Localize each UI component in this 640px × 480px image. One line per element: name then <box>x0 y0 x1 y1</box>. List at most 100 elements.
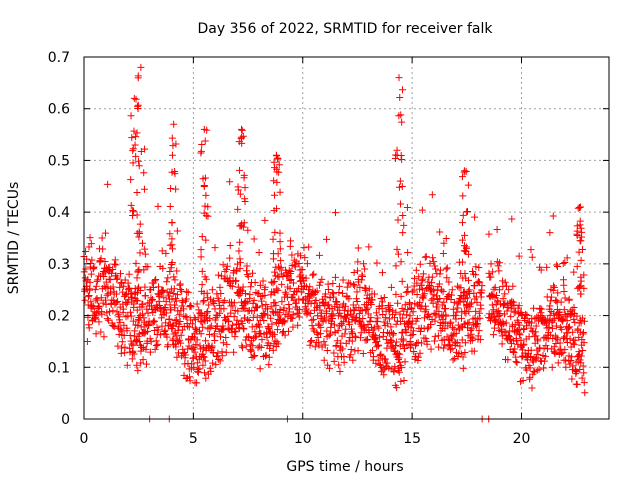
data-point <box>235 247 243 255</box>
data-point <box>576 217 584 225</box>
data-point <box>454 282 462 290</box>
data-point <box>276 188 284 196</box>
data-point <box>200 369 208 377</box>
data-point <box>165 316 173 324</box>
data-point <box>172 140 180 148</box>
data-point <box>459 258 467 266</box>
data-point <box>242 267 250 275</box>
data-point <box>160 294 168 302</box>
data-point <box>262 300 270 308</box>
data-point <box>198 281 206 289</box>
data-point <box>258 336 266 344</box>
data-point <box>138 239 146 247</box>
x-tick-label: 10 <box>294 431 312 447</box>
data-point <box>274 286 282 294</box>
data-point <box>409 327 417 335</box>
data-point <box>144 309 152 317</box>
data-point <box>199 361 207 369</box>
y-tick-label: 0.1 <box>48 360 70 376</box>
data-point <box>102 278 110 286</box>
data-point <box>516 321 524 329</box>
data-point <box>223 265 231 273</box>
data-point <box>428 315 436 323</box>
data-point <box>459 364 467 372</box>
data-point <box>571 336 579 344</box>
data-point <box>329 310 337 318</box>
data-point <box>228 298 236 306</box>
data-point <box>111 256 119 264</box>
data-point <box>217 289 225 297</box>
data-point <box>580 339 588 347</box>
data-point <box>270 158 278 166</box>
data-point <box>440 298 448 306</box>
data-point <box>267 291 275 299</box>
data-point <box>172 185 180 193</box>
data-point <box>271 191 279 199</box>
data-point <box>560 281 568 289</box>
data-point <box>443 274 451 282</box>
data-point <box>97 255 105 263</box>
data-point <box>340 358 348 366</box>
data-point <box>251 328 259 336</box>
data-point <box>326 330 334 338</box>
data-point <box>214 271 222 279</box>
data-point <box>116 270 124 278</box>
data-point <box>241 298 249 306</box>
data-point <box>416 349 424 357</box>
data-point <box>310 270 318 278</box>
data-point <box>176 318 184 326</box>
data-point <box>270 207 278 215</box>
data-point <box>413 315 421 323</box>
data-point <box>574 284 582 292</box>
data-point <box>550 309 558 317</box>
data-point <box>521 310 529 318</box>
data-point <box>305 243 313 251</box>
data-point <box>220 314 228 322</box>
data-point <box>234 183 242 191</box>
data-point <box>495 286 503 294</box>
data-point <box>449 356 457 364</box>
data-point <box>475 327 483 335</box>
data-point <box>199 345 207 353</box>
data-point <box>523 311 531 319</box>
data-point <box>229 321 237 329</box>
data-point <box>201 357 209 365</box>
data-point <box>374 341 382 349</box>
data-point <box>429 254 437 262</box>
data-point <box>372 309 380 317</box>
data-point <box>114 342 122 350</box>
data-point <box>549 316 557 324</box>
data-point <box>326 294 334 302</box>
data-point <box>226 254 234 262</box>
data-point <box>223 340 231 348</box>
data-point <box>565 295 573 303</box>
data-point <box>567 310 575 318</box>
x-tick-label: 15 <box>403 431 421 447</box>
data-point <box>409 308 417 316</box>
data-point <box>361 265 369 273</box>
data-point <box>546 302 554 310</box>
data-point <box>172 295 180 303</box>
data-point <box>120 332 128 340</box>
data-point <box>328 319 336 327</box>
data-point <box>463 207 471 215</box>
data-point <box>238 133 246 141</box>
data-point <box>154 202 162 210</box>
data-point <box>577 290 585 298</box>
data-point <box>133 361 141 369</box>
y-tick-label: 0.2 <box>48 309 70 325</box>
data-point <box>485 230 493 238</box>
data-point <box>173 291 181 299</box>
data-point <box>168 134 176 142</box>
data-point <box>273 178 281 186</box>
data-point <box>249 342 257 350</box>
data-point <box>440 239 448 247</box>
data-point <box>446 320 454 328</box>
data-point <box>230 348 238 356</box>
data-point <box>135 317 143 325</box>
data-point <box>395 183 403 191</box>
data-point <box>209 298 217 306</box>
data-point <box>553 261 561 269</box>
data-point <box>202 212 210 220</box>
data-point <box>209 359 217 367</box>
